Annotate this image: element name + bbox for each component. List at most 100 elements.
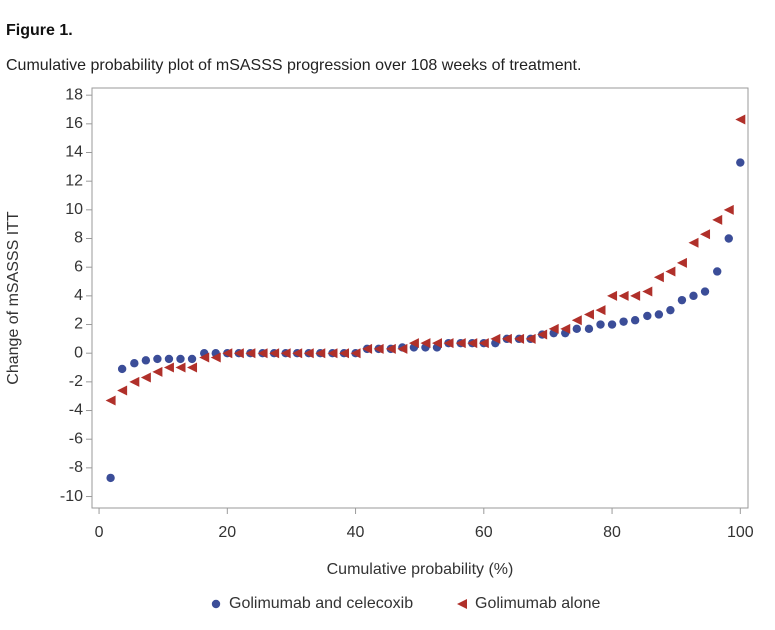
point [315,348,326,359]
point [129,376,140,387]
point [665,266,676,277]
point [724,234,733,243]
x-tick-label: 80 [603,524,621,541]
point [117,364,127,374]
legend-label: Golimumab and celecoxib [229,595,413,612]
point [187,354,197,364]
legend-label: Golimumab alone [475,595,601,612]
point [117,385,128,396]
point [199,352,210,363]
point [584,324,594,334]
y-axis-label: Change of mSASSS ITT [5,211,22,385]
y-tick-label: 6 [74,258,83,275]
point [163,362,174,373]
y-tick-label: -4 [69,402,83,419]
point [280,348,291,359]
point [152,366,163,377]
y-tick-label: 10 [65,201,83,218]
point [222,348,233,359]
point [210,352,221,363]
x-tick-label: 60 [475,524,493,541]
point [607,320,617,329]
point [630,290,641,301]
point [630,316,640,325]
chart-title: Cumulative probability plot of mSASSS pr… [6,57,581,74]
point [713,267,722,276]
point [666,305,675,315]
point [350,348,361,359]
point [153,354,162,364]
point [700,229,711,240]
point [467,338,478,349]
point [233,348,244,359]
point [619,317,628,326]
point [735,114,746,125]
point [327,348,338,359]
point [736,158,745,167]
legend-marker [457,599,467,609]
point [245,348,256,359]
point [292,348,303,359]
point [478,338,489,349]
point [688,237,699,248]
point [501,333,512,344]
y-tick-label: 4 [74,287,83,304]
point [572,324,581,334]
point [269,348,280,359]
y-tick-label: 0 [74,344,83,361]
point [596,320,605,329]
point [257,348,268,359]
y-tick-label: -8 [69,459,83,476]
point [140,372,151,383]
y-tick-label: 16 [65,115,83,132]
point [677,295,687,305]
point [595,305,606,316]
point [176,354,185,364]
x-tick-label: 100 [727,524,754,541]
point [654,310,664,319]
point [397,343,408,354]
point [490,333,501,344]
y-tick-label: 18 [65,86,83,103]
point [525,333,536,344]
point [420,338,431,349]
point [723,204,734,215]
point [700,287,710,296]
point [339,348,350,359]
point [431,338,442,349]
legend-marker [211,599,221,609]
figure-label: Figure 1. [6,22,73,39]
point [105,395,116,406]
y-tick-label: 2 [74,316,83,333]
y-tick-label: -2 [69,373,83,390]
point [583,309,594,320]
point [141,356,151,365]
point [689,291,698,301]
point [164,354,174,364]
point [303,348,314,359]
y-tick-label: 8 [74,230,83,247]
point [571,315,582,326]
point [408,338,419,349]
point [362,343,373,354]
point [175,362,186,373]
point [187,362,198,373]
point [385,343,396,354]
y-tick-label: 14 [65,144,83,161]
point [548,323,559,334]
x-tick-label: 0 [95,524,104,541]
y-tick-label: -10 [60,488,83,505]
x-tick-label: 20 [218,524,236,541]
x-axis-label: Cumulative probability (%) [327,561,514,578]
point [560,323,571,334]
point [607,290,618,301]
point [676,257,687,268]
point [618,290,629,301]
point [455,338,466,349]
point [642,286,653,297]
point [712,214,723,225]
y-tick-label: 12 [65,172,83,189]
point [443,338,454,349]
x-tick-label: 40 [347,524,365,541]
